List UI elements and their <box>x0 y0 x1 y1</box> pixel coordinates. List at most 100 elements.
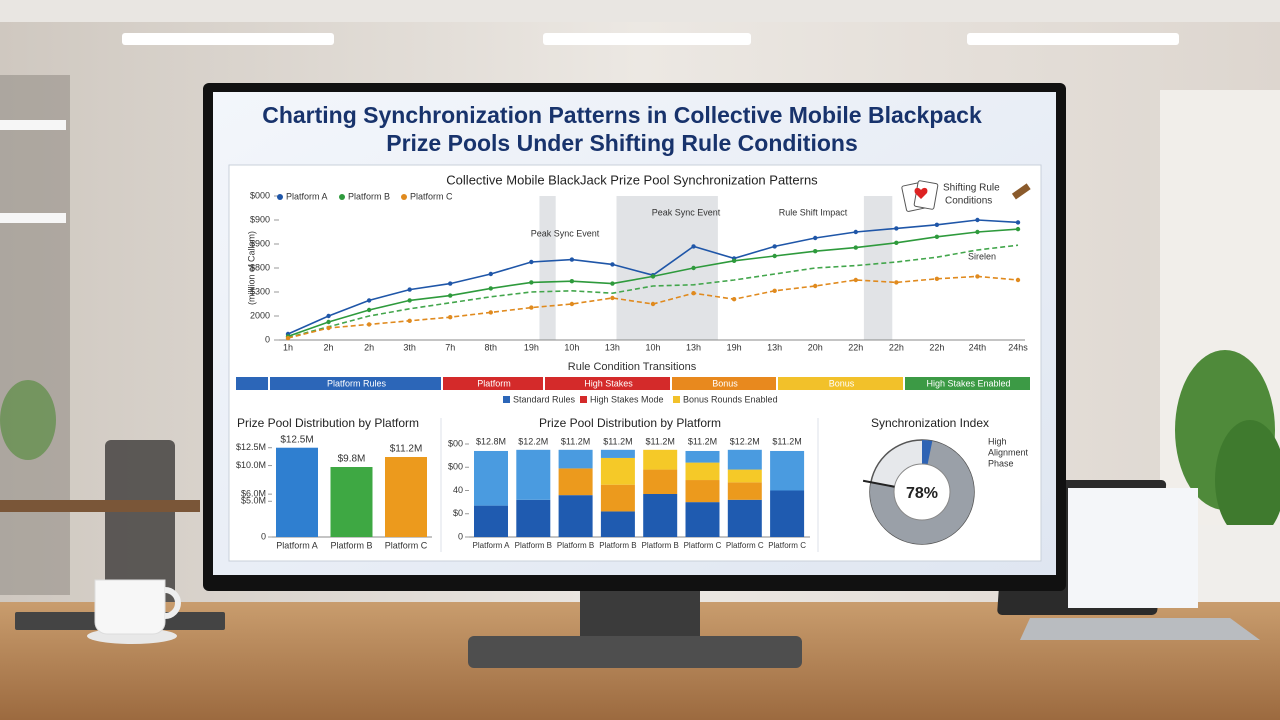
bar-total-label: $11.2M <box>772 436 801 446</box>
x-tick-label: 2h <box>324 342 334 352</box>
gauge-annotation: Phase <box>988 458 1014 468</box>
data-point <box>366 307 372 313</box>
x-tick-label: 19h <box>524 342 539 352</box>
monitor-neck <box>580 588 700 638</box>
data-point <box>934 276 940 281</box>
x-tick-label: 22h <box>929 342 944 352</box>
bar-segment <box>516 449 551 500</box>
x-tick-label: 24th <box>969 342 987 352</box>
bar-total-label: $12.2M <box>518 436 548 446</box>
bar <box>330 467 373 537</box>
bar <box>385 457 427 537</box>
y-tick-label: $00 <box>448 462 463 472</box>
data-point <box>569 279 575 284</box>
rule-segment <box>545 377 670 390</box>
legend-label: High Stakes Mode <box>590 394 664 404</box>
x-tick-label: 10h <box>645 342 660 352</box>
gauge-annotation: Alignment <box>988 447 1029 457</box>
cup-handle <box>164 587 181 619</box>
ceiling <box>0 0 1280 22</box>
x-tick-label: 20h <box>808 342 823 352</box>
data-point <box>1015 277 1021 283</box>
bar-segment <box>558 468 593 496</box>
rule-segment <box>778 377 903 390</box>
bar-segment <box>516 499 551 537</box>
ceiling-light <box>543 33 751 45</box>
data-point <box>610 281 615 286</box>
data-point <box>650 301 656 307</box>
ceiling-light <box>122 33 334 45</box>
x-tick-label: 1h <box>283 342 293 352</box>
chair <box>105 440 175 610</box>
legend-swatch <box>580 396 587 403</box>
y-tick-label: $6.0M <box>241 489 266 499</box>
gauge-needle <box>862 479 895 488</box>
bar-total-label: $11.2M <box>646 436 675 446</box>
x-tick-label: 7h <box>445 342 455 352</box>
bar-total-label: $11.2M <box>688 436 717 446</box>
x-tick-label: Platform B <box>330 540 372 550</box>
x-tick-label: 13h <box>686 342 701 352</box>
data-point <box>731 297 737 302</box>
data-point <box>366 322 372 327</box>
data-point <box>488 310 493 315</box>
data-point <box>569 257 575 262</box>
data-point <box>610 295 615 301</box>
x-tick-label: Platform C <box>684 541 722 550</box>
x-tick-label: Platform B <box>642 541 679 550</box>
bar-segment <box>558 449 593 469</box>
data-point <box>934 222 940 227</box>
rule-segment <box>905 377 1030 390</box>
data-point <box>813 249 818 254</box>
page-title: Prize Pools Under Shifting Rule Conditio… <box>386 130 858 156</box>
rule-segment-label: Bonus <box>712 378 738 388</box>
x-tick-label: 22h <box>889 342 904 352</box>
y-tick-label: 0 <box>265 334 270 344</box>
data-point <box>448 293 453 298</box>
rule-segment-label: Platform <box>477 378 511 388</box>
legend-swatch <box>401 194 407 200</box>
bar-segment <box>643 469 678 494</box>
bar-segment <box>727 499 762 537</box>
bar-total-label: $12.8M <box>476 436 506 446</box>
annotation: Peak Sync Event <box>531 228 600 238</box>
data-point <box>853 229 858 235</box>
x-tick-label: 13h <box>767 342 782 352</box>
x-tick-label: 13h <box>605 342 620 352</box>
gauge-arc <box>870 440 975 544</box>
data-point <box>326 319 331 325</box>
bar-segment <box>643 449 678 470</box>
x-tick-label: Platform C <box>385 540 428 550</box>
x-tick-label: Platform B <box>515 541 552 550</box>
legend-label: Platform B <box>348 191 390 201</box>
bar-segment <box>600 511 635 537</box>
badge-text: Conditions <box>945 196 992 207</box>
heart-icon <box>914 187 928 199</box>
x-tick-label: Platform B <box>599 541 636 550</box>
highlight-band <box>616 196 718 340</box>
annotation: Peak Sync Event <box>652 207 721 217</box>
rule-segment <box>672 377 776 390</box>
data-point <box>813 235 818 241</box>
y-tick-label: $5.0M <box>241 496 266 506</box>
rule-segment <box>443 377 543 390</box>
rule-segment-label: Platform Rules <box>327 378 387 388</box>
data-point <box>1015 226 1021 232</box>
cup <box>94 579 166 635</box>
highlight-band <box>539 196 556 340</box>
y-tick-label: $10.0M <box>236 460 266 470</box>
bar-segment <box>685 480 720 503</box>
bar-segment <box>600 449 635 458</box>
bar-total-label: $11.2M <box>561 436 590 446</box>
bar-segment <box>685 502 720 537</box>
data-point <box>894 240 899 245</box>
y-tick-label: $000 <box>250 190 270 200</box>
legend-swatch <box>673 396 680 403</box>
chart-title: Rule Condition Transitions <box>568 361 697 373</box>
rule-segment <box>236 377 268 390</box>
bar-segment <box>770 490 805 537</box>
bar-segment <box>600 457 635 485</box>
x-tick-label: 8th <box>485 342 498 352</box>
series-line <box>287 244 1019 339</box>
